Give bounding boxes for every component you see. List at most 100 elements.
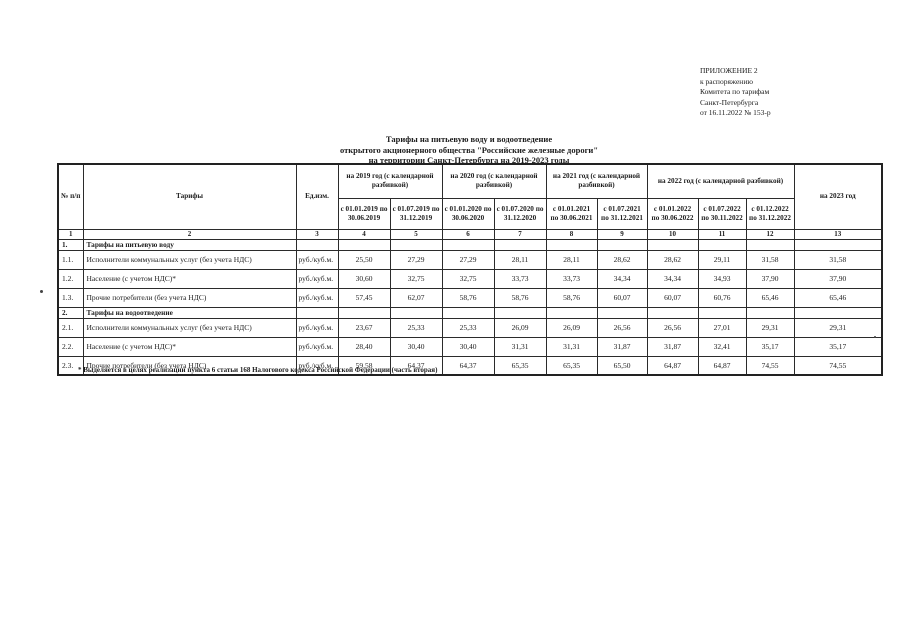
table-row: 2.3. Прочие потребители (без учета НДС) … xyxy=(57,355,883,376)
appendix-line: ПРИЛОЖЕНИЕ 2 xyxy=(700,66,758,75)
header-period: с 01.01.2021 по 30.06.2021 xyxy=(545,197,598,230)
tariff-label: Исполнители коммунальных услуг (без учет… xyxy=(82,249,297,270)
tariff-label: Прочие потребители (без учета НДС) xyxy=(82,287,297,308)
appendix-line: Комитета по тарифам xyxy=(700,87,770,96)
table-row: 1.1. Исполнители коммунальных услуг (без… xyxy=(57,249,883,270)
tariff-value-cell: 28,11 xyxy=(545,249,598,270)
tariff-value-cell: 30,40 xyxy=(389,336,443,357)
document-title-line: Тарифы на питьевую воду и водоотведение xyxy=(385,134,553,144)
tariff-value-cell: 74,55 xyxy=(793,355,883,376)
header-tariffs: Тарифы xyxy=(82,163,297,230)
tariff-value-cell: 65,35 xyxy=(545,355,598,376)
column-number: 9 xyxy=(596,228,648,240)
tariff-value-cell: 30,40 xyxy=(441,336,495,357)
section-title: Тарифы на питьевую воду xyxy=(82,238,297,251)
tariff-table: № п/п Тарифы Ед.изм. на 2019 год (с кале… xyxy=(57,163,883,376)
header-year-2021: на 2021 год (с календарной разбивкой) xyxy=(545,163,648,199)
tariff-value-cell: 57,45 xyxy=(337,287,391,308)
header-period: с 01.07.2021 по 31.12.2021 xyxy=(596,197,648,230)
document-title-line: на территории Санкт-Петербурга на 2019-2… xyxy=(368,155,570,165)
tariff-value-cell: 65,50 xyxy=(596,355,648,376)
tariff-value-cell: 25,33 xyxy=(441,317,495,338)
column-number: 5 xyxy=(389,228,443,240)
tariff-value-cell: 26,09 xyxy=(545,317,598,338)
row-number: 2.2. xyxy=(57,336,84,357)
footnote: * Выделяется в целях реализации пункта 6… xyxy=(78,366,438,374)
table-row: 1.3. Прочие потребители (без учета НДС) … xyxy=(57,287,883,308)
tariff-value-cell: 28,40 xyxy=(337,336,391,357)
section-number: 2. xyxy=(57,306,84,319)
document-title: Тарифы на питьевую воду и водоотведение … xyxy=(57,134,881,166)
tariff-value-cell: 74,55 xyxy=(745,355,795,376)
tariff-label: Население (с учетом НДС)* xyxy=(82,268,297,289)
tariff-value-cell: 34,34 xyxy=(596,268,648,289)
appendix-line: от 16.11.2022 № 153-р xyxy=(700,108,771,117)
header-period: с 01.12.2022 по 31.12.2022 xyxy=(745,197,795,230)
tariff-value-cell: 29,31 xyxy=(745,317,795,338)
tariff-value-cell: 31,58 xyxy=(745,249,795,270)
tariff-value-cell: 31,31 xyxy=(493,336,547,357)
table-row: 2.1. Исполнители коммунальных услуг (без… xyxy=(57,317,883,338)
tariff-value-cell: 29,11 xyxy=(697,249,747,270)
column-number: 12 xyxy=(745,228,795,240)
header-year-2019: на 2019 год (с календарной разбивкой) xyxy=(337,163,443,199)
section-number: 1. xyxy=(57,238,84,251)
tariff-value-cell: 35,17 xyxy=(745,336,795,357)
tariff-value-cell: 34,34 xyxy=(646,268,699,289)
table-row: 2.2. Население (с учетом НДС)* руб./куб.… xyxy=(57,336,883,357)
tariff-value-cell: 35,17 xyxy=(793,336,883,357)
tariff-value-cell: 31,87 xyxy=(596,336,648,357)
column-number: 3 xyxy=(295,228,339,240)
tariff-value-cell: 62,07 xyxy=(389,287,443,308)
row-number: 2.1. xyxy=(57,317,84,338)
tariff-value-cell: 31,31 xyxy=(545,336,598,357)
column-number: 10 xyxy=(646,228,699,240)
column-number: 8 xyxy=(545,228,598,240)
section-row-sewage: 2. Тарифы на водоотведение xyxy=(57,306,883,319)
appendix-block: ПРИЛОЖЕНИЕ 2 к распоряжению Комитета по … xyxy=(700,66,771,119)
column-number: 7 xyxy=(493,228,547,240)
appendix-line: Санкт-Петербурга xyxy=(700,97,759,107)
tariff-value-cell: 26,09 xyxy=(493,317,547,338)
appendix-line: к распоряжению xyxy=(700,76,753,86)
tariff-value-cell: 27,01 xyxy=(697,317,747,338)
tariff-value-cell: 28,62 xyxy=(646,249,699,270)
column-number: 2 xyxy=(82,228,297,240)
header-year-2022: на 2022 год (с календарной разбивкой) xyxy=(646,163,795,199)
tariff-value-cell: 27,29 xyxy=(441,249,495,270)
tariff-value-cell: 65,46 xyxy=(793,287,883,308)
tariff-value-cell: 33,73 xyxy=(493,268,547,289)
tariff-label: Население (с учетом НДС)* xyxy=(82,336,297,357)
row-number: 1.1. xyxy=(57,249,84,270)
header-period: с 01.01.2019 по 30.06.2019 xyxy=(337,197,391,230)
section-title: Тарифы на водоотведение xyxy=(82,306,297,319)
tariff-value-cell: 31,87 xyxy=(646,336,699,357)
tariff-label: Исполнители коммунальных услуг (без учет… xyxy=(82,317,297,338)
tariff-value-cell: 32,41 xyxy=(697,336,747,357)
tariff-value-cell: 65,46 xyxy=(745,287,795,308)
tariff-value-cell: 27,29 xyxy=(389,249,443,270)
header-year-2020: на 2020 год (с календарной разбивкой) xyxy=(441,163,547,199)
tariff-value-cell: 25,33 xyxy=(389,317,443,338)
column-number: 11 xyxy=(697,228,747,240)
tariff-value-cell: 33,73 xyxy=(545,268,598,289)
header-period: с 01.07.2019 по 31.12.2019 xyxy=(389,197,443,230)
unit-cell: руб./куб.м. xyxy=(295,355,339,376)
tariff-value-cell: 29,31 xyxy=(793,317,883,338)
unit-cell: руб./куб.м. xyxy=(295,336,339,357)
tariff-value-cell: 58,76 xyxy=(545,287,598,308)
header-num: № п/п xyxy=(57,163,84,230)
header-period: с 01.07.2020 по 31.12.2020 xyxy=(493,197,547,230)
tariff-value-cell: 64,37 xyxy=(389,355,443,376)
tariff-value-cell: 64,87 xyxy=(697,355,747,376)
tariff-value-cell: 31,58 xyxy=(793,249,883,270)
header-unit: Ед.изм. xyxy=(295,163,339,230)
column-number: 4 xyxy=(337,228,391,240)
scan-artifact-dot xyxy=(874,336,876,338)
header-period: с 01.01.2020 по 30.06.2020 xyxy=(441,197,495,230)
tariff-value-cell: 64,87 xyxy=(646,355,699,376)
tariff-value-cell: 25,50 xyxy=(337,249,391,270)
tariff-value-cell: 26,56 xyxy=(596,317,648,338)
tariff-value-cell: 28,11 xyxy=(493,249,547,270)
tariff-value-cell: 23,67 xyxy=(337,317,391,338)
